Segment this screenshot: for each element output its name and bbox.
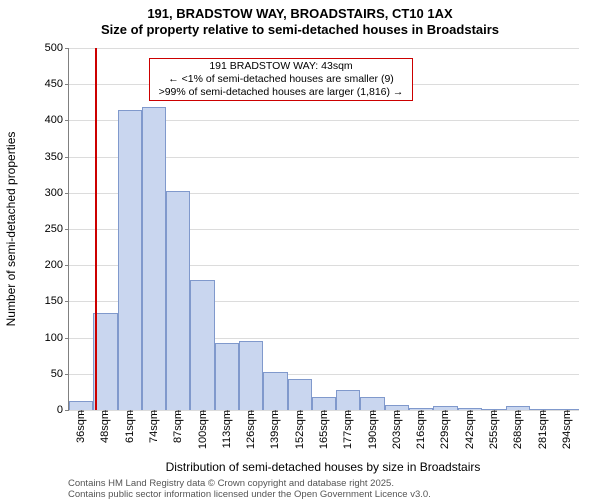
histogram-bar	[360, 397, 384, 410]
x-axis-label: Distribution of semi-detached houses by …	[68, 460, 578, 474]
ytick-label: 200	[45, 259, 69, 271]
annotation-line: 191 BRADSTOW WAY: 43sqm	[152, 60, 410, 73]
xtick-label: 268sqm	[512, 410, 524, 449]
ytick-label: 450	[45, 78, 69, 90]
ytick-label: 300	[45, 187, 69, 199]
title-line-2: Size of property relative to semi-detach…	[0, 22, 600, 38]
annotation-line: >99% of semi-detached houses are larger …	[152, 86, 410, 99]
xtick-label: 100sqm	[197, 410, 209, 449]
ytick-label: 150	[45, 295, 69, 307]
chart-container: 191, BRADSTOW WAY, BROADSTAIRS, CT10 1AX…	[0, 0, 600, 500]
xtick-label: 61sqm	[124, 410, 136, 443]
xtick-label: 113sqm	[221, 410, 233, 448]
histogram-bar	[263, 372, 287, 410]
xtick-label: 190sqm	[367, 410, 379, 449]
gridline-h	[69, 48, 579, 49]
reference-line	[95, 48, 97, 410]
histogram-bar	[118, 110, 142, 410]
ytick-label: 50	[51, 368, 69, 380]
xtick-label: 74sqm	[148, 410, 160, 443]
annotation-line: ← <1% of semi-detached houses are smalle…	[152, 73, 410, 86]
xtick-label: 152sqm	[294, 410, 306, 449]
histogram-bar	[190, 280, 214, 410]
histogram-bar	[69, 401, 93, 410]
ytick-label: 400	[45, 114, 69, 126]
xtick-label: 139sqm	[269, 410, 281, 449]
annotation-box: 191 BRADSTOW WAY: 43sqm← <1% of semi-det…	[149, 58, 413, 101]
ytick-label: 100	[45, 332, 69, 344]
histogram-bar	[239, 341, 263, 410]
xtick-label: 255sqm	[488, 410, 500, 449]
plot-area: 05010015020025030035040045050036sqm48sqm…	[68, 48, 579, 411]
histogram-bar	[336, 390, 360, 410]
xtick-label: 216sqm	[415, 410, 427, 449]
xtick-label: 36sqm	[75, 410, 87, 443]
chart-title-block: 191, BRADSTOW WAY, BROADSTAIRS, CT10 1AX…	[0, 6, 600, 37]
xtick-label: 294sqm	[561, 410, 573, 449]
histogram-bar	[312, 397, 336, 410]
xtick-label: 203sqm	[391, 410, 403, 449]
xtick-label: 126sqm	[245, 410, 257, 449]
attribution-line-2: Contains public sector information licen…	[68, 489, 431, 500]
histogram-bar	[288, 379, 312, 410]
ytick-label: 350	[45, 151, 69, 163]
xtick-label: 242sqm	[464, 410, 476, 449]
xtick-label: 229sqm	[439, 410, 451, 449]
histogram-bar	[166, 191, 190, 410]
ytick-label: 250	[45, 223, 69, 235]
attribution-line-1: Contains HM Land Registry data © Crown c…	[68, 478, 431, 489]
histogram-bar	[215, 343, 239, 410]
histogram-bar	[142, 107, 166, 410]
xtick-label: 177sqm	[342, 410, 354, 449]
y-axis-label: Number of semi-detached properties	[4, 132, 18, 327]
ytick-label: 0	[57, 404, 69, 416]
title-line-1: 191, BRADSTOW WAY, BROADSTAIRS, CT10 1AX	[0, 6, 600, 22]
xtick-label: 87sqm	[172, 410, 184, 443]
xtick-label: 48sqm	[99, 410, 111, 443]
ytick-label: 500	[45, 42, 69, 54]
attribution-text: Contains HM Land Registry data © Crown c…	[68, 478, 431, 501]
xtick-label: 165sqm	[318, 410, 330, 449]
xtick-label: 281sqm	[537, 410, 549, 449]
